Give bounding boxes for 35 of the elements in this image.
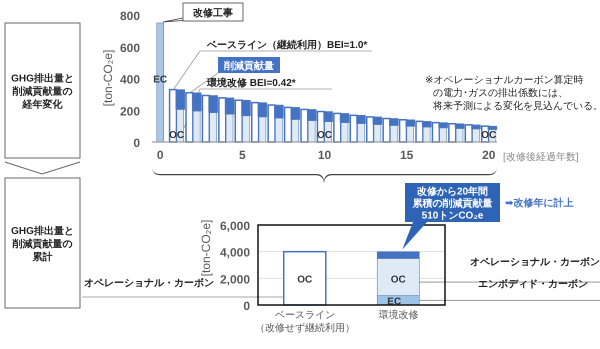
- y-tick-label: 200: [120, 104, 140, 118]
- annotation: OC: [390, 274, 406, 286]
- annotation: EC: [153, 74, 168, 86]
- y-tick-label: 0: [243, 299, 250, 313]
- text: オペレーショナル・カーボン: [470, 256, 600, 268]
- x-tick-label: 20: [482, 148, 496, 162]
- annotation: ※オペレーショナルカーボン算定時の電力･ガスの排出係数には、将来予測による変化を見込んでいる。: [425, 74, 600, 112]
- x-tick-label: ベースライン（改修せず継続利用）: [254, 310, 355, 334]
- y-tick-label: 400: [120, 72, 140, 86]
- y-tick-label: 600: [120, 40, 140, 55]
- y-tick-label: 6,000: [220, 219, 250, 233]
- x-axis-title: [改修後経過年数]: [503, 151, 579, 163]
- annotation: 改修工事: [193, 7, 233, 19]
- y-tick-label: 800: [120, 9, 140, 23]
- y-tick-label: 2,000: [220, 272, 250, 286]
- text: 改修から20年間累積の削減貢献量510トンCO₂e: [412, 186, 492, 222]
- y-axis-title: [ton-CO₂e]: [199, 220, 213, 276]
- x-tick-label: 0: [156, 148, 164, 162]
- text: 削減貢献量: [223, 60, 274, 72]
- y-axis-title: [ton-CO₂e]: [101, 50, 115, 106]
- x-tick-label: 5: [239, 148, 246, 162]
- annotation: OC: [297, 274, 312, 286]
- bar: [282, 250, 327, 306]
- text: エンボディド・カーボン: [478, 278, 588, 290]
- x-tick-label: 10: [318, 148, 332, 162]
- x-tick-label: 15: [400, 148, 414, 162]
- y-tick-label: 4,000: [220, 246, 250, 260]
- y-tick-label: 0: [133, 136, 140, 150]
- text: GHG排出量と削減貢献量の累計: [11, 225, 74, 263]
- text: 環境改修 BEI=0.42*: [206, 77, 296, 89]
- text: オペレーショナル・カーボン: [84, 278, 214, 289]
- x-tick-label: 環境改修: [378, 309, 418, 321]
- text: ➡改修年に計上: [505, 197, 574, 209]
- text: GHG排出量と削減貢献量の経年変化: [11, 72, 74, 110]
- text: ベースライン（継続利用）BEI=1.0*: [206, 39, 368, 51]
